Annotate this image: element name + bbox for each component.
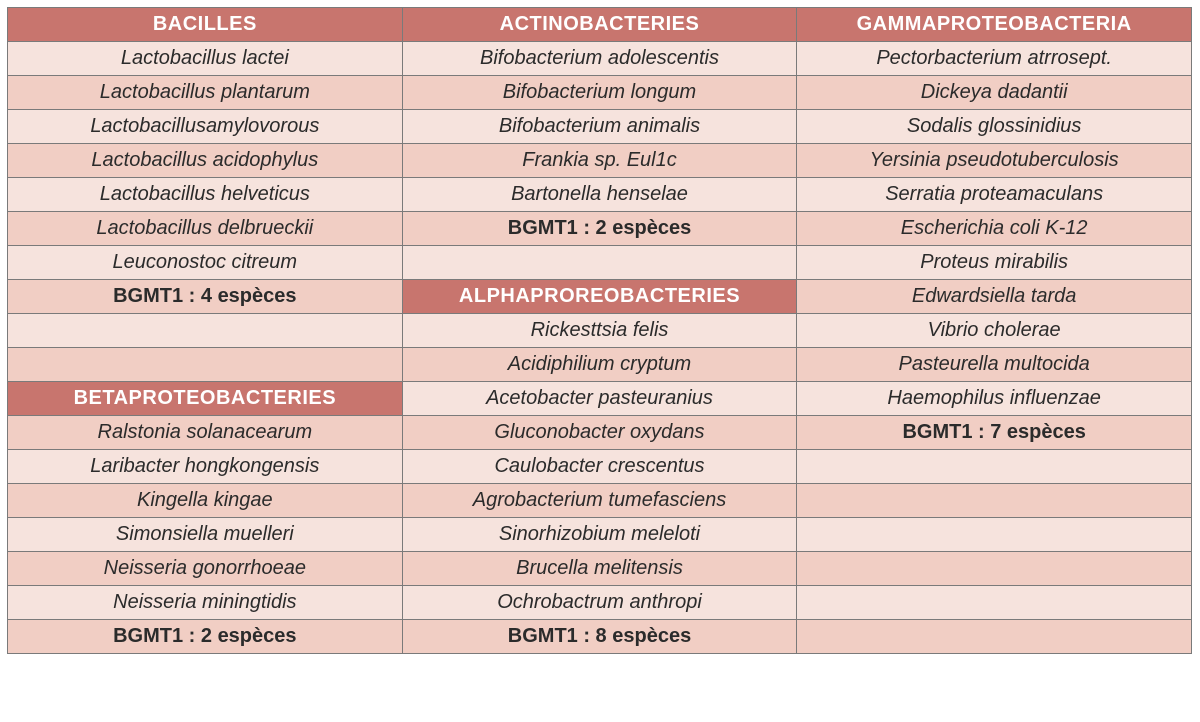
- summary-cell: BGMT1 : 7 espèces: [796, 415, 1192, 450]
- column-header: ALPHAPROREOBACTERIES: [402, 279, 798, 314]
- empty-cell: [7, 347, 403, 382]
- species-cell: Lactobacillus plantarum: [7, 75, 403, 110]
- species-cell: Serratia proteamaculans: [796, 177, 1192, 212]
- column-header: BETAPROTEOBACTERIES: [7, 381, 403, 416]
- species-cell: Rickesttsia felis: [402, 313, 798, 348]
- species-cell: Caulobacter crescentus: [402, 449, 798, 484]
- species-cell: Frankia sp. Eul1c: [402, 143, 798, 178]
- species-cell: Escherichia coli K-12: [796, 211, 1192, 246]
- species-cell: Ralstonia solanacearum: [7, 415, 403, 450]
- species-cell: Lactobacillus lactei: [7, 41, 403, 76]
- species-cell: Vibrio cholerae: [796, 313, 1192, 348]
- species-cell: Kingella kingae: [7, 483, 403, 518]
- species-cell: Ochrobactrum anthropi: [402, 585, 798, 620]
- species-cell: Leuconostoc citreum: [7, 245, 403, 280]
- species-cell: Simonsiella muelleri: [7, 517, 403, 552]
- empty-cell: [402, 245, 798, 280]
- species-cell: Laribacter hongkongensis: [7, 449, 403, 484]
- empty-cell: [796, 483, 1192, 518]
- species-cell: Lactobacillusamylovorous: [7, 109, 403, 144]
- species-cell: Lactobacillus delbrueckii: [7, 211, 403, 246]
- summary-cell: BGMT1 : 2 espèces: [402, 211, 798, 246]
- species-cell: Lactobacillus acidophylus: [7, 143, 403, 178]
- species-cell: Agrobacterium tumefasciens: [402, 483, 798, 518]
- empty-cell: [7, 313, 403, 348]
- species-cell: Lactobacillus helveticus: [7, 177, 403, 212]
- summary-cell: BGMT1 : 4 espèces: [7, 279, 403, 314]
- species-cell: Edwardsiella tarda: [796, 279, 1192, 314]
- table-column: BACILLESLactobacillus lacteiLactobacillu…: [8, 8, 403, 654]
- empty-cell: [796, 585, 1192, 620]
- species-cell: Bartonella henselae: [402, 177, 798, 212]
- column-header: GAMMAPROTEOBACTERIA: [796, 7, 1192, 42]
- species-cell: Proteus mirabilis: [796, 245, 1192, 280]
- bacteria-table: BACILLESLactobacillus lacteiLactobacillu…: [8, 8, 1192, 654]
- species-cell: Haemophilus influenzae: [796, 381, 1192, 416]
- species-cell: Bifobacterium adolescentis: [402, 41, 798, 76]
- species-cell: Neisseria gonorrhoeae: [7, 551, 403, 586]
- species-cell: Acetobacter pasteuranius: [402, 381, 798, 416]
- species-cell: Brucella melitensis: [402, 551, 798, 586]
- empty-cell: [796, 449, 1192, 484]
- species-cell: Bifobacterium longum: [402, 75, 798, 110]
- species-cell: Pectorbacterium atrrosept.: [796, 41, 1192, 76]
- species-cell: Acidiphilium cryptum: [402, 347, 798, 382]
- summary-cell: BGMT1 : 8 espèces: [402, 619, 798, 654]
- column-header: ACTINOBACTERIES: [402, 7, 798, 42]
- table-column: ACTINOBACTERIESBifobacterium adolescenti…: [403, 8, 798, 654]
- summary-cell: BGMT1 : 2 espèces: [7, 619, 403, 654]
- species-cell: Dickeya dadantii: [796, 75, 1192, 110]
- empty-cell: [796, 619, 1192, 654]
- species-cell: Yersinia pseudotuberculosis: [796, 143, 1192, 178]
- species-cell: Pasteurella multocida: [796, 347, 1192, 382]
- column-header: BACILLES: [7, 7, 403, 42]
- species-cell: Sinorhizobium meleloti: [402, 517, 798, 552]
- species-cell: Neisseria miningtidis: [7, 585, 403, 620]
- species-cell: Gluconobacter oxydans: [402, 415, 798, 450]
- species-cell: Sodalis glossinidius: [796, 109, 1192, 144]
- empty-cell: [796, 517, 1192, 552]
- species-cell: Bifobacterium animalis: [402, 109, 798, 144]
- table-column: GAMMAPROTEOBACTERIAPectorbacterium atrro…: [797, 8, 1192, 654]
- empty-cell: [796, 551, 1192, 586]
